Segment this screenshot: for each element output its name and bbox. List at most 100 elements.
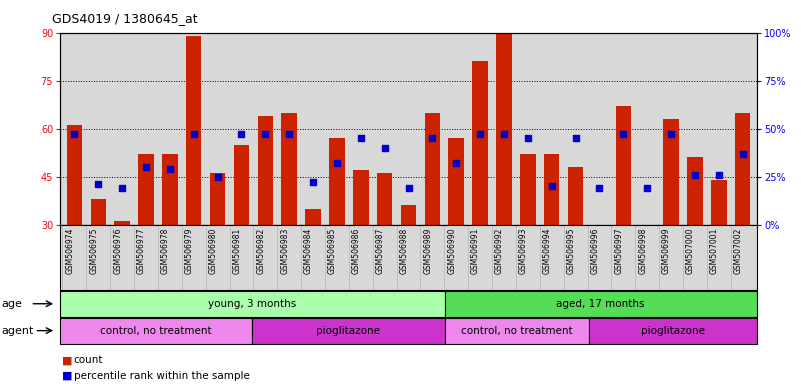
Text: GSM506996: GSM506996 xyxy=(590,227,599,274)
Point xyxy=(92,181,105,187)
Point xyxy=(593,185,606,191)
Bar xyxy=(400,205,417,225)
Point xyxy=(378,145,391,151)
Point xyxy=(354,135,367,141)
Bar xyxy=(353,170,368,225)
Text: GSM507000: GSM507000 xyxy=(686,227,695,274)
Point xyxy=(450,160,463,166)
Bar xyxy=(139,154,154,225)
Text: GSM506980: GSM506980 xyxy=(208,227,218,274)
Bar xyxy=(162,154,178,225)
Point xyxy=(426,135,439,141)
Text: GSM506986: GSM506986 xyxy=(352,227,360,274)
Text: GSM506988: GSM506988 xyxy=(400,227,409,273)
Point xyxy=(641,185,654,191)
Point xyxy=(570,135,582,141)
Text: GSM507002: GSM507002 xyxy=(734,227,743,274)
Text: count: count xyxy=(74,355,103,365)
Bar xyxy=(711,180,727,225)
Bar xyxy=(449,138,464,225)
Bar xyxy=(445,291,757,317)
Bar xyxy=(687,157,702,225)
Bar xyxy=(592,225,607,305)
Point xyxy=(163,166,176,172)
Text: GSM507001: GSM507001 xyxy=(710,227,718,274)
Text: GSM506975: GSM506975 xyxy=(89,227,99,274)
Text: GSM506984: GSM506984 xyxy=(304,227,313,274)
Bar xyxy=(258,116,273,225)
Bar xyxy=(445,318,589,344)
Point xyxy=(665,131,678,137)
Bar xyxy=(425,113,440,225)
Bar xyxy=(520,154,536,225)
Text: age: age xyxy=(2,299,22,309)
Text: GSM506989: GSM506989 xyxy=(424,227,433,274)
Bar xyxy=(305,209,321,225)
Point xyxy=(497,131,510,137)
Point xyxy=(68,131,81,137)
Text: young, 3 months: young, 3 months xyxy=(208,299,296,309)
Bar xyxy=(663,119,678,225)
Text: GSM506978: GSM506978 xyxy=(161,227,170,274)
Text: pioglitazone: pioglitazone xyxy=(316,326,380,336)
Point xyxy=(235,131,248,137)
Text: GSM506977: GSM506977 xyxy=(137,227,146,274)
Text: GSM506995: GSM506995 xyxy=(566,227,576,274)
Point xyxy=(617,131,630,137)
Text: agent: agent xyxy=(2,326,34,336)
Point xyxy=(402,185,415,191)
Bar xyxy=(639,225,655,250)
Bar xyxy=(377,174,392,225)
Bar xyxy=(473,61,488,225)
Text: aged, 17 months: aged, 17 months xyxy=(557,299,645,309)
Bar xyxy=(329,138,344,225)
Bar xyxy=(589,318,757,344)
Point xyxy=(736,151,749,157)
Point xyxy=(712,172,725,178)
Text: control, no treatment: control, no treatment xyxy=(461,326,573,336)
Text: GSM506990: GSM506990 xyxy=(447,227,457,274)
Text: GDS4019 / 1380645_at: GDS4019 / 1380645_at xyxy=(52,12,198,25)
Text: GSM506981: GSM506981 xyxy=(232,227,241,273)
Bar xyxy=(60,318,252,344)
Bar xyxy=(210,174,225,225)
Bar xyxy=(544,154,559,225)
Text: pioglitazone: pioglitazone xyxy=(641,326,705,336)
Bar xyxy=(735,113,751,225)
Text: GSM506992: GSM506992 xyxy=(495,227,504,274)
Text: GSM506979: GSM506979 xyxy=(185,227,194,274)
Text: GSM506993: GSM506993 xyxy=(519,227,528,274)
Text: GSM506998: GSM506998 xyxy=(638,227,647,274)
Text: GSM506985: GSM506985 xyxy=(328,227,337,274)
Point xyxy=(115,185,128,191)
Text: ■: ■ xyxy=(62,371,73,381)
Text: GSM506997: GSM506997 xyxy=(614,227,623,274)
Point xyxy=(473,131,486,137)
Bar xyxy=(91,199,106,225)
Point xyxy=(331,160,344,166)
Bar xyxy=(496,33,512,225)
Text: percentile rank within the sample: percentile rank within the sample xyxy=(74,371,250,381)
Point xyxy=(259,131,272,137)
Point xyxy=(521,135,534,141)
Bar xyxy=(60,291,445,317)
Bar xyxy=(281,113,297,225)
Point xyxy=(545,183,558,189)
Text: GSM506976: GSM506976 xyxy=(113,227,122,274)
Bar xyxy=(186,36,202,225)
Bar xyxy=(66,126,83,225)
Text: GSM506974: GSM506974 xyxy=(66,227,74,274)
Bar xyxy=(115,222,130,225)
Point xyxy=(187,131,200,137)
Bar xyxy=(234,145,249,225)
Point xyxy=(139,164,152,170)
Point xyxy=(307,179,320,185)
Bar xyxy=(568,167,583,225)
Point xyxy=(689,172,702,178)
Point xyxy=(211,174,224,180)
Text: GSM506982: GSM506982 xyxy=(256,227,265,273)
Bar xyxy=(615,106,631,225)
Text: GSM506999: GSM506999 xyxy=(662,227,671,274)
Text: GSM506991: GSM506991 xyxy=(471,227,480,274)
Bar xyxy=(252,318,445,344)
